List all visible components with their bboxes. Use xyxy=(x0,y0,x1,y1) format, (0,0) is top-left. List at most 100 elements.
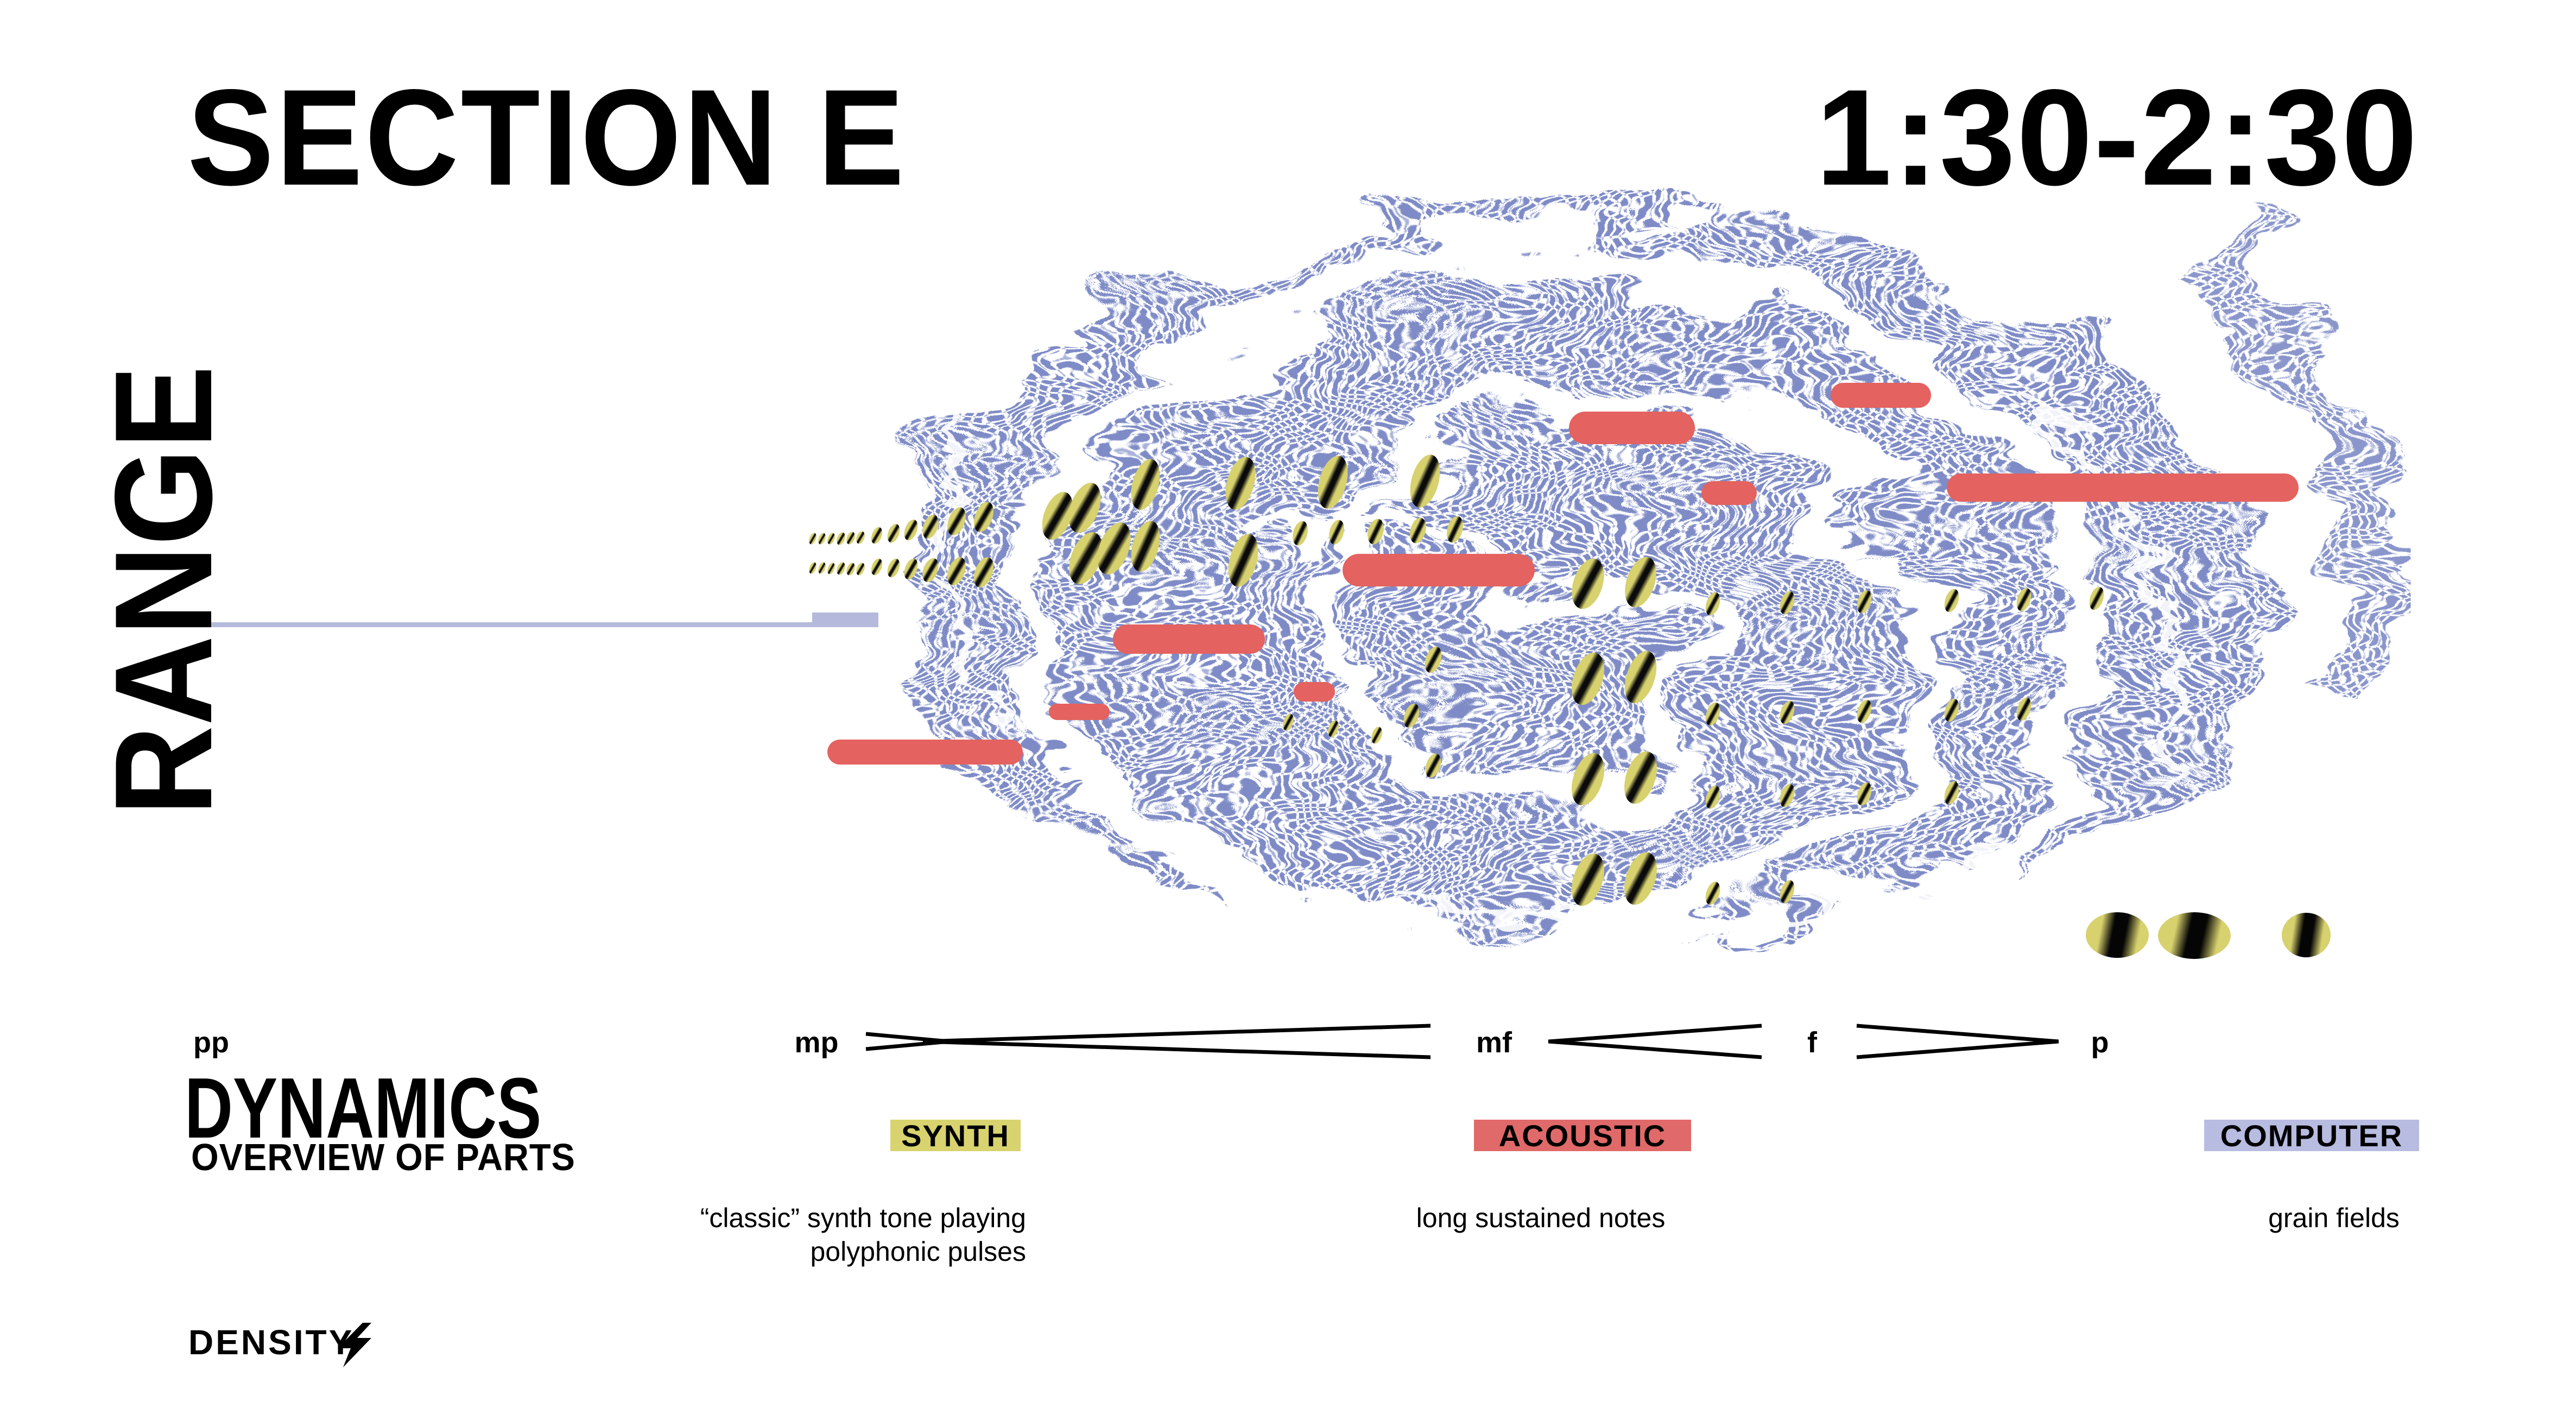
crescendo-hairpin-line xyxy=(922,1039,1431,1059)
range-line-segment xyxy=(208,622,878,627)
synth-pulse-mark xyxy=(846,563,855,576)
synth-pulse-mark xyxy=(922,514,939,539)
synth-pulse-mark xyxy=(818,533,826,545)
range-reference-line xyxy=(208,613,878,627)
synth-pulse-mark xyxy=(1780,700,1795,724)
grain-field-swirl xyxy=(877,184,2404,1002)
synth-description-line-2: polyphonic pulses xyxy=(810,1236,1027,1267)
acoustic-note-bar xyxy=(1701,481,1757,505)
synth-pulse-mark xyxy=(846,532,855,545)
synth-pulse-mark xyxy=(1857,782,1872,806)
dynamics-subheading: OVERVIEW OF PARTS xyxy=(191,1136,575,1178)
acoustic-note-bar xyxy=(1569,412,1695,444)
synth-pulse-mark xyxy=(1371,727,1382,744)
synth-pulse-mark xyxy=(1857,699,1872,723)
dynamic-mark-pp: pp xyxy=(193,1026,229,1059)
synth-pulse-mark xyxy=(1097,522,1131,574)
lightning-bolt-icon xyxy=(338,1323,371,1367)
acoustic-note-bar xyxy=(1294,682,1335,702)
synth-pulse-mark xyxy=(1328,720,1339,737)
synth-pulse-mark xyxy=(1944,781,1959,805)
grain-field-mark xyxy=(2158,912,2231,959)
synth-pulse-mark xyxy=(809,533,817,545)
synth-pulse-mark xyxy=(1625,557,1656,608)
range-line-segment xyxy=(812,613,878,627)
synth-pulse-mark xyxy=(827,533,835,545)
synth-pulse-mark xyxy=(1329,520,1344,545)
acoustic-note-bar xyxy=(1113,624,1265,654)
synth-pulse-mark xyxy=(1572,652,1604,705)
synth-pulse-mark xyxy=(1572,753,1604,806)
legend-item-computer: COMPUTER xyxy=(2204,1118,2419,1153)
synth-pulse-mark xyxy=(947,507,966,535)
synth-pulse-mark xyxy=(1131,459,1160,510)
synth-pulse-mark xyxy=(887,558,900,578)
synth-pulse-mark xyxy=(904,558,918,580)
dynamic-mark-mf: mf xyxy=(1476,1026,1512,1059)
legend-item-acoustic: ACOUSTIC xyxy=(1474,1118,1691,1153)
grain-field-mark xyxy=(2086,912,2149,958)
acoustic-description-line-1: long sustained notes xyxy=(1416,1203,1666,1233)
synth-pulse-mark xyxy=(1403,703,1420,728)
legend-label-computer: COMPUTER xyxy=(2220,1118,2403,1153)
synth-pulse-mark xyxy=(1410,517,1426,544)
legend-description-synth: “classic” synth tone playing polyphonic … xyxy=(581,1201,1026,1268)
synth-pulse-mark xyxy=(856,531,865,544)
crescendo-hairpin-line xyxy=(1548,1039,1762,1059)
synth-pulse-mark xyxy=(1293,521,1308,546)
synth-pulse-mark xyxy=(1624,651,1657,704)
synth-pulse-mark xyxy=(947,557,966,585)
synth-pulse-mark xyxy=(1705,702,1720,726)
synth-pulse-mark xyxy=(1572,853,1604,906)
synth-pulse-mark xyxy=(871,527,883,544)
synth-pulse-mark xyxy=(1944,589,1959,613)
computer-description-line-1: grain fields xyxy=(2268,1203,2400,1233)
legend-description-acoustic: long sustained notes xyxy=(1318,1201,1763,1235)
synth-pulse-mark xyxy=(871,558,883,576)
synth-pulse-mark xyxy=(837,562,845,575)
synth-pulse-mark xyxy=(856,563,865,576)
legend-label-acoustic: ACOUSTIC xyxy=(1498,1118,1667,1153)
synth-pulse-mark xyxy=(1283,714,1294,731)
synth-pulse-mark xyxy=(2089,586,2104,610)
density-label: DENSITY xyxy=(188,1323,355,1362)
score-marks xyxy=(809,383,2331,959)
acoustic-note-bar xyxy=(1343,554,1535,586)
synth-pulse-mark xyxy=(2016,588,2031,611)
synth-pulse-mark xyxy=(1368,519,1384,545)
synth-pulse-mark xyxy=(818,562,826,574)
synth-pulse-mark xyxy=(1624,751,1657,804)
crescendo-hairpin-line xyxy=(922,1024,1431,1044)
synth-pulse-mark xyxy=(1318,456,1348,509)
legend-label-synth: SYNTH xyxy=(901,1118,1010,1153)
synth-pulse-mark xyxy=(827,563,835,574)
synth-pulse-mark xyxy=(1705,881,1720,905)
synth-pulse-mark xyxy=(809,562,817,574)
acoustic-note-bar xyxy=(1049,704,1110,720)
synth-pulse-mark xyxy=(1425,646,1442,673)
synth-pulse-mark xyxy=(1131,521,1160,572)
acoustic-note-bar xyxy=(1831,383,1931,408)
grain-field-mark xyxy=(2282,913,2331,957)
synth-pulse-mark xyxy=(973,557,994,588)
synth-pulse-mark xyxy=(922,558,939,583)
acoustic-note-bar xyxy=(1947,473,2299,502)
synth-pulse-mark xyxy=(1228,534,1258,587)
synth-pulse-mark xyxy=(1068,483,1101,533)
dynamics-labels: pp mp mf f p xyxy=(193,1026,2109,1059)
dynamics-heading: DYNAMICS xyxy=(185,1060,542,1156)
synth-pulse-mark xyxy=(1624,852,1657,905)
dynamic-mark-mp: mp xyxy=(795,1026,839,1059)
acoustic-note-bar xyxy=(827,740,1023,765)
diminuendo-hairpin-line xyxy=(1856,1039,2059,1059)
page-title: SECTION E xyxy=(187,61,907,214)
synth-pulse-mark xyxy=(1857,590,1872,614)
dynamics-hairpins xyxy=(865,1024,2059,1059)
synth-pulse-mark xyxy=(1572,558,1604,609)
dynamic-mark-p: p xyxy=(2091,1026,2109,1059)
legend-item-synth: SYNTH xyxy=(890,1118,1021,1153)
synth-pulse-mark xyxy=(1425,753,1441,778)
synth-pulse-mark xyxy=(1780,784,1795,807)
